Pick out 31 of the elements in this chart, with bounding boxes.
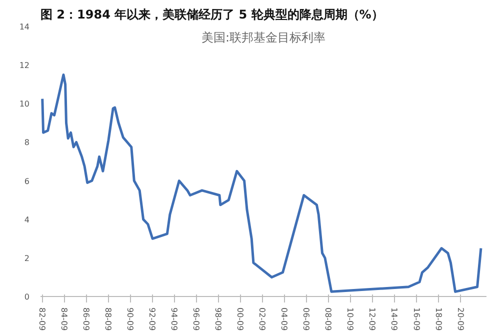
line-series (41, 73, 482, 293)
x-tick-label: 02-09 (258, 308, 267, 331)
y-tick-label: 12 (19, 61, 30, 70)
y-tick-label: 10 (19, 100, 30, 109)
x-tick-label: 86-09 (81, 308, 90, 331)
x-tick-label: 94-09 (170, 308, 179, 331)
x-tick-label: 20-09 (456, 308, 465, 331)
x-tick-label: 84-09 (59, 308, 68, 331)
x-tick-label: 88-09 (103, 308, 112, 331)
y-tick-label: 14 (19, 22, 30, 32)
x-tick-label: 04-09 (280, 308, 289, 331)
x-tick-label: 82-09 (37, 308, 46, 331)
x-tick-label: 16-09 (412, 308, 421, 331)
x-tick-label: 14-09 (390, 308, 399, 331)
chart-subtitle: 美国:联邦基金目标利率 (201, 30, 326, 44)
y-tick-label: 2 (24, 254, 30, 263)
x-tick-label: 90-09 (125, 308, 134, 331)
y-tick-label: 8 (24, 138, 30, 148)
x-tick-label: 12-09 (368, 308, 377, 331)
y-tick-label: 6 (24, 176, 30, 186)
chart-title: 图 2：1984 年以来，美联储经历了 5 轮典型的降息周期（%） (40, 8, 384, 22)
x-tick-label: 98-09 (214, 308, 223, 331)
x-tick-label: 10-09 (346, 308, 355, 331)
x-tick-label: 96-09 (192, 308, 201, 331)
x-tick-label: 92-09 (147, 308, 156, 331)
y-tick-label: 4 (24, 215, 30, 224)
x-tick-label: 00-09 (236, 308, 245, 331)
x-tick-label: 08-09 (324, 308, 333, 331)
x-tick-label: 18-09 (434, 308, 443, 331)
x-tick-label: 06-09 (302, 308, 311, 331)
y-tick-label: 0 (24, 292, 30, 302)
